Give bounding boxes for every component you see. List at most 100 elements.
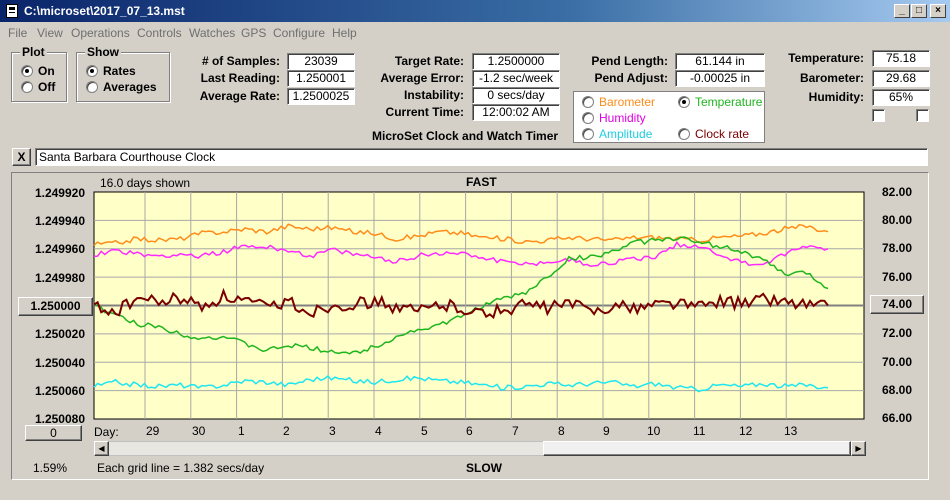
scroll-right-button[interactable]: ▶	[851, 441, 866, 456]
y-right-tick-6: 70.00	[881, 355, 912, 369]
slow-label: SLOW	[466, 461, 502, 475]
menu-help[interactable]: Help	[332, 26, 357, 40]
instability-label: Instability:	[403, 88, 464, 102]
y-right-tick-0: 82.00	[881, 185, 912, 199]
clock-rate-radio[interactable]	[678, 128, 690, 140]
y-left-tick-2: 1.249960	[34, 242, 85, 256]
x-tick-label: 1	[238, 424, 245, 438]
barometer-label: Barometer:	[799, 71, 864, 85]
last-reading-field: 1.250001	[287, 70, 355, 87]
x-tick-label: 2	[283, 424, 290, 438]
y-left-tick-5: 1.250020	[34, 327, 85, 341]
y-left-tick-1: 1.249940	[34, 214, 85, 228]
temperature-label: Temperature:	[788, 51, 864, 65]
series-clock_rate	[93, 287, 829, 320]
percent-label: 1.59%	[33, 461, 68, 475]
close-button[interactable]: ×	[930, 4, 946, 18]
title-bar: C:\microset\2017_07_13.mst _ □ ×	[0, 0, 950, 22]
current-time-label: Current Time:	[385, 105, 464, 119]
instability-field: 0 secs/day	[472, 87, 560, 104]
x-tick-label: 6	[466, 424, 473, 438]
humidity-option: Humidity	[599, 111, 646, 125]
last-reading-label: Last Reading:	[200, 71, 280, 85]
menu-gps[interactable]: GPS	[241, 26, 267, 40]
x-tick-label: 12	[739, 424, 753, 438]
day-axis-label: Day:	[94, 425, 119, 439]
plot-off-radio[interactable]	[21, 81, 33, 93]
menu-controls[interactable]: Controls	[137, 26, 182, 40]
series-barometer	[93, 223, 829, 246]
humidity-radio[interactable]	[582, 112, 594, 124]
y-right-tick-2: 78.00	[881, 241, 912, 255]
samples-label: # of Samples:	[201, 54, 280, 68]
y-right-tick-1: 80.00	[881, 213, 912, 227]
y-right-tick-3: 76.00	[881, 270, 912, 284]
target-rate-field: 1.2500000	[472, 53, 560, 70]
show-averages-radio[interactable]	[86, 81, 98, 93]
series-amplitude	[93, 374, 829, 393]
zero-button[interactable]: 0	[25, 425, 82, 441]
x-tick-label: 4	[375, 424, 382, 438]
right-center-button[interactable]: 74.00	[870, 295, 924, 314]
samples-field: 23039	[287, 53, 355, 70]
show-group-title: Show	[85, 45, 121, 59]
y-left-tick-3: 1.249980	[34, 271, 85, 285]
left-checkbox[interactable]	[872, 109, 885, 122]
x-tick-label: 3	[329, 424, 336, 438]
pend-length-label: Pend Length:	[591, 54, 668, 68]
menu-configure[interactable]: Configure	[273, 26, 326, 40]
center-value-button[interactable]: 1.250000	[18, 297, 93, 316]
amplitude-radio[interactable]	[582, 128, 594, 140]
fast-label: FAST	[466, 175, 497, 189]
plot-off-label: Off	[38, 80, 56, 94]
humidity-field: 65%	[872, 89, 930, 106]
show-group: Show	[76, 45, 170, 102]
amplitude-option: Amplitude	[599, 127, 653, 141]
window-title: C:\microset\2017_07_13.mst	[24, 4, 185, 18]
app-caption: MicroSet Clock and Watch Timer	[372, 129, 559, 143]
app-icon	[6, 4, 18, 18]
minimize-button[interactable]: _	[894, 4, 910, 18]
scroll-thumb[interactable]	[543, 441, 851, 456]
menu-bar: File View Operations Controls Watches GP…	[0, 22, 950, 42]
maximize-button[interactable]: □	[911, 4, 927, 18]
current-time-field: 12:00:02 AM	[472, 104, 560, 121]
pend-length-field: 61.144 in	[675, 53, 765, 70]
plot-group: Plot	[11, 45, 67, 102]
menu-watches[interactable]: Watches	[189, 26, 236, 40]
menu-file[interactable]: File	[8, 26, 28, 40]
plot-on-radio[interactable]	[21, 65, 33, 77]
show-averages-label: Averages	[103, 80, 157, 94]
average-error-label: Average Error:	[380, 71, 464, 85]
humidity-label: Humidity:	[808, 90, 864, 104]
plot-on-label: On	[38, 64, 55, 78]
y-right-tick-7: 68.00	[881, 383, 912, 397]
average-error-field: -1.2 sec/week	[472, 70, 560, 87]
barometer-radio[interactable]	[582, 96, 594, 108]
x-tick-label: 8	[558, 424, 565, 438]
menu-operations[interactable]: Operations	[71, 26, 130, 40]
clock-name-input[interactable]: Santa Barbara Courthouse Clock	[35, 148, 928, 166]
temperature-option: Temperature	[695, 95, 763, 109]
y-left-tick-0: 1.249920	[34, 186, 85, 200]
clock-rate-option: Clock rate	[695, 127, 750, 141]
barometer-field: 29.68	[872, 70, 930, 87]
y-left-tick-8: 1.250080	[34, 412, 85, 426]
x-tick-label: 30	[192, 424, 206, 438]
menu-view[interactable]: View	[37, 26, 63, 40]
y-left-tick-7: 1.250060	[34, 384, 85, 398]
scroll-left-button[interactable]: ◀	[94, 441, 109, 456]
x-tick-label: 10	[647, 424, 661, 438]
right-checkbox[interactable]	[916, 109, 929, 122]
temperature-field: 75.18	[872, 50, 930, 67]
y-left-tick-6: 1.250040	[34, 356, 85, 370]
y-right-tick-5: 72.00	[881, 326, 912, 340]
x-tick-label: 29	[146, 424, 160, 438]
days-shown-label: 16.0 days shown	[100, 176, 191, 190]
grid-note: Each grid line = 1.382 secs/day	[97, 461, 265, 475]
show-rates-radio[interactable]	[86, 65, 98, 77]
series-selector	[573, 91, 765, 143]
clear-name-button[interactable]: X	[12, 148, 31, 166]
x-tick-label: 13	[784, 424, 798, 438]
temperature-radio[interactable]	[678, 96, 690, 108]
